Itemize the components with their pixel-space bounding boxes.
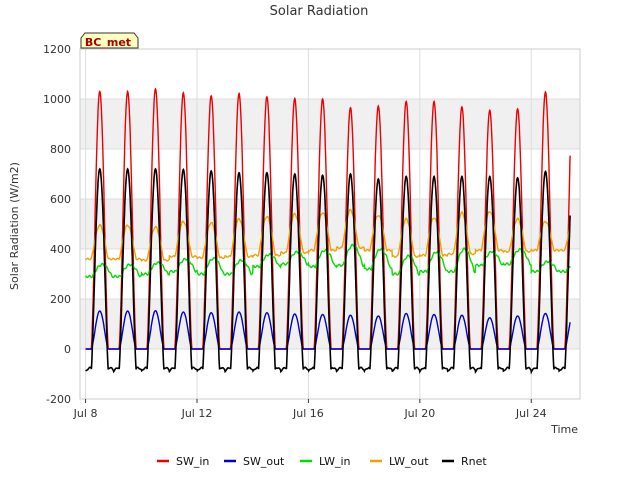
x-axis-label: Time <box>550 423 578 436</box>
badge-label: BC_met <box>85 36 131 49</box>
y-tick-label: 200 <box>50 293 71 306</box>
series-line-rnet <box>85 167 571 375</box>
legend-label: SW_out <box>243 455 285 468</box>
y-tick-label: 1200 <box>43 43 71 56</box>
series-line-lw-out <box>85 208 571 262</box>
x-tick-label: Jul 24 <box>515 407 547 420</box>
series-line-lw-in <box>85 243 571 279</box>
y-tick-label: 400 <box>50 243 71 256</box>
legend-item-lw-out: LW_out <box>370 455 429 468</box>
legend-label: LW_out <box>389 455 429 468</box>
y-tick-label: 800 <box>50 143 71 156</box>
x-tick-label: Jul 12 <box>181 407 213 420</box>
y-tick-label: 600 <box>50 193 71 206</box>
legend: SW_in SW_out LW_in LW_out Rnet <box>157 455 487 468</box>
chart-title: Solar Radiation <box>270 4 369 19</box>
y-tick-label: -200 <box>46 393 71 406</box>
legend-item-sw-out: SW_out <box>224 455 285 468</box>
y-tick-label: 1000 <box>43 93 71 106</box>
legend-item-sw-in: SW_in <box>157 455 209 468</box>
station-badge: BC_met <box>80 32 139 49</box>
legend-label: Rnet <box>461 455 487 468</box>
x-tick-label: Jul 16 <box>292 407 324 420</box>
y-axis-ticks: -200 0 200 400 600 800 1000 1200 <box>43 43 71 406</box>
legend-item-rnet: Rnet <box>442 455 487 468</box>
y-axis-label: Solar Radiation (W/m2) <box>8 162 21 290</box>
x-axis-ticks: Jul 8 Jul 12 Jul 16 Jul 20 Jul 24 <box>73 399 547 420</box>
band <box>80 99 580 149</box>
legend-label: LW_in <box>319 455 351 468</box>
y-tick-label: 0 <box>64 343 71 356</box>
legend-label: SW_in <box>176 455 209 468</box>
series-lines <box>85 87 571 375</box>
series-line-sw-out <box>85 310 571 350</box>
plot-area <box>79 48 581 400</box>
legend-item-lw-in: LW_in <box>300 455 351 468</box>
x-tick-label: Jul 20 <box>403 407 435 420</box>
x-tick-label: Jul 8 <box>73 407 98 420</box>
